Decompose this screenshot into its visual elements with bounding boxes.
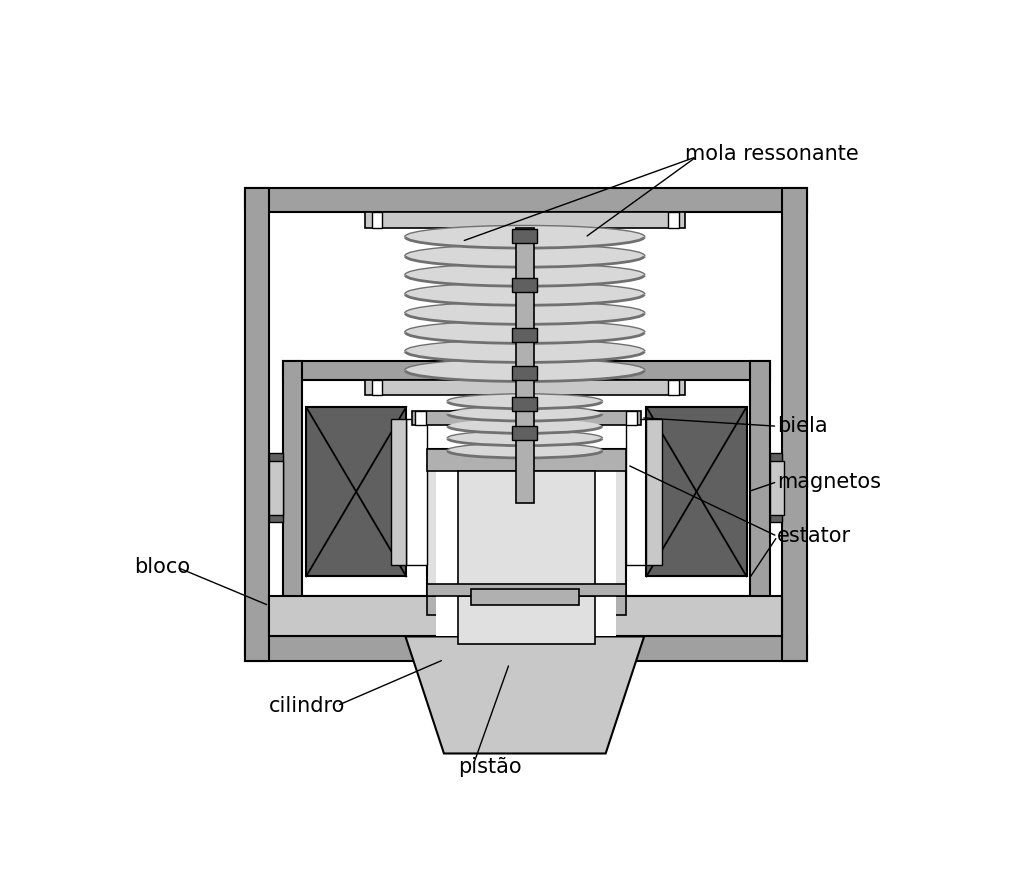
Bar [302,380,751,596]
Text: cilindro: cilindro [269,696,345,716]
Ellipse shape [447,431,602,445]
Bar [458,471,595,596]
Bar [471,589,579,605]
Bar [269,212,782,637]
Ellipse shape [406,245,644,267]
Ellipse shape [406,264,644,286]
Bar [782,188,807,661]
Text: pistão: pistão [458,757,521,777]
Bar [512,328,538,342]
Bar [512,278,538,292]
Bar [245,188,807,212]
Bar [512,397,538,411]
Ellipse shape [406,340,644,363]
Bar [269,453,283,523]
Text: biela: biela [777,416,828,436]
Polygon shape [406,637,644,754]
Text: estator: estator [777,526,852,547]
Bar [366,212,685,228]
Ellipse shape [406,302,644,324]
Bar [427,596,626,615]
Bar [283,361,302,615]
Bar [751,361,770,615]
Bar [512,366,538,380]
Bar [515,228,535,503]
Bar [668,380,679,396]
Bar [770,461,783,515]
Bar [306,407,407,576]
Bar [245,637,807,661]
Bar [646,407,746,576]
Bar [627,411,637,425]
Bar [283,596,770,615]
Bar [427,584,626,596]
Text: bloco: bloco [134,557,190,577]
Bar [412,411,641,425]
Ellipse shape [447,419,602,433]
Bar [512,426,538,440]
Bar [269,461,283,515]
Bar [514,411,536,449]
Bar [416,411,426,425]
Ellipse shape [447,407,602,421]
Bar [512,229,538,243]
Bar [372,380,382,396]
Text: magnetos: magnetos [777,472,882,492]
Ellipse shape [447,444,602,458]
Ellipse shape [406,322,644,343]
Bar [427,449,626,471]
Bar [407,419,427,565]
Bar [391,419,407,565]
Bar [372,212,382,228]
Bar [646,419,662,565]
Bar [668,212,679,228]
Ellipse shape [406,359,644,381]
Ellipse shape [406,226,644,248]
Bar [366,380,685,396]
Bar [770,453,782,523]
Bar [436,471,616,596]
Bar [245,188,269,661]
Text: mola ressonante: mola ressonante [685,144,859,164]
Bar [283,361,770,380]
Bar [458,596,595,645]
Ellipse shape [406,284,644,305]
Bar [427,449,626,615]
Ellipse shape [447,395,602,409]
Bar [269,596,782,637]
Bar [436,596,616,637]
Bar [626,419,646,565]
